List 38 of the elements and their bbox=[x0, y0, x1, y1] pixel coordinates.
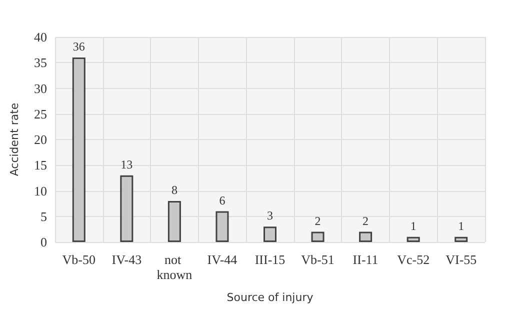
x-tick-label: not known bbox=[156, 252, 193, 282]
data-label: 8 bbox=[171, 183, 178, 197]
bar bbox=[454, 236, 468, 242]
x-tick-label: III-15 bbox=[254, 252, 286, 267]
data-label: 3 bbox=[267, 208, 273, 223]
x-axis-title: Source of injury bbox=[226, 291, 314, 304]
data-label: 1 bbox=[458, 218, 464, 233]
x-tick-label: VI-55 bbox=[446, 252, 477, 267]
y-tick-label: 40 bbox=[34, 30, 47, 44]
x-tick-label: Vb-50 bbox=[62, 252, 96, 267]
y-tick-label: 15 bbox=[34, 158, 47, 173]
y-tick-label: 0 bbox=[40, 234, 47, 250]
x-tick-label: Vb-51 bbox=[301, 252, 334, 267]
data-label: 2 bbox=[362, 214, 369, 228]
y-tick-label: 25 bbox=[34, 106, 47, 122]
y-axis-title: Accident rate bbox=[8, 102, 21, 176]
data-label: 2 bbox=[314, 214, 321, 228]
x-tick-label: II-11 bbox=[352, 252, 378, 267]
bar bbox=[168, 201, 181, 242]
data-label: 6 bbox=[219, 193, 226, 208]
data-label: 1 bbox=[410, 218, 416, 233]
x-tick-label: Vc-52 bbox=[397, 252, 430, 267]
data-label: 36 bbox=[72, 40, 85, 54]
y-tick-label: 20 bbox=[34, 132, 47, 147]
bar bbox=[120, 175, 134, 242]
y-tick-label: 10 bbox=[34, 183, 47, 198]
bar bbox=[311, 232, 324, 242]
bar bbox=[264, 226, 276, 242]
y-tick-label: 30 bbox=[34, 80, 47, 96]
y-tick-label: 35 bbox=[34, 55, 47, 70]
data-label: 13 bbox=[120, 157, 133, 172]
bar bbox=[406, 236, 420, 242]
x-tick-label: IV-43 bbox=[112, 252, 142, 267]
y-tick-label: 5 bbox=[40, 208, 47, 224]
bar bbox=[359, 232, 372, 242]
bar bbox=[216, 211, 229, 242]
bar bbox=[72, 58, 86, 242]
x-tick-label: IV-44 bbox=[207, 252, 238, 267]
